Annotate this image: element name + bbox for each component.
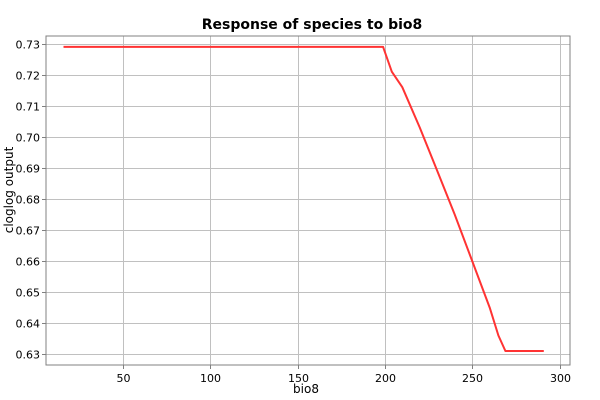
y-tick-label: 0.63: [16, 349, 41, 362]
y-tick-label: 0.70: [16, 132, 41, 145]
x-tick-label: 50: [117, 372, 131, 385]
chart-title: Response of species to bio8: [202, 17, 423, 33]
y-tick-label: 0.65: [16, 287, 41, 300]
y-tick-label: 0.69: [16, 163, 41, 176]
x-tick-label: 150: [288, 372, 309, 385]
y-tick-label: 0.66: [16, 256, 41, 269]
plot-frame: [45, 35, 571, 366]
x-tick-label: 200: [375, 372, 396, 385]
y-axis-label: cloglog output: [2, 146, 16, 233]
y-tick-label: 0.67: [16, 225, 41, 238]
x-axis-label: bio8: [293, 382, 319, 396]
y-tick-label: 0.71: [16, 101, 41, 114]
series-line: [63, 45, 544, 352]
x-tick-label: 250: [462, 372, 483, 385]
series-layer: [63, 45, 544, 352]
y-tick-label: 0.64: [16, 318, 41, 331]
ticks-layer: 50 100 150 200 250 300 0.63 0.64 0.65 0.66 0.67 0.6…: [16, 39, 572, 386]
y-tick-label: 0.72: [16, 70, 41, 83]
y-tick-label: 0.68: [16, 194, 41, 207]
x-tick-label: 300: [550, 372, 571, 385]
x-tick-label: 100: [200, 372, 221, 385]
y-tick-label: 0.73: [16, 39, 41, 52]
grid-layer: [46, 36, 570, 365]
